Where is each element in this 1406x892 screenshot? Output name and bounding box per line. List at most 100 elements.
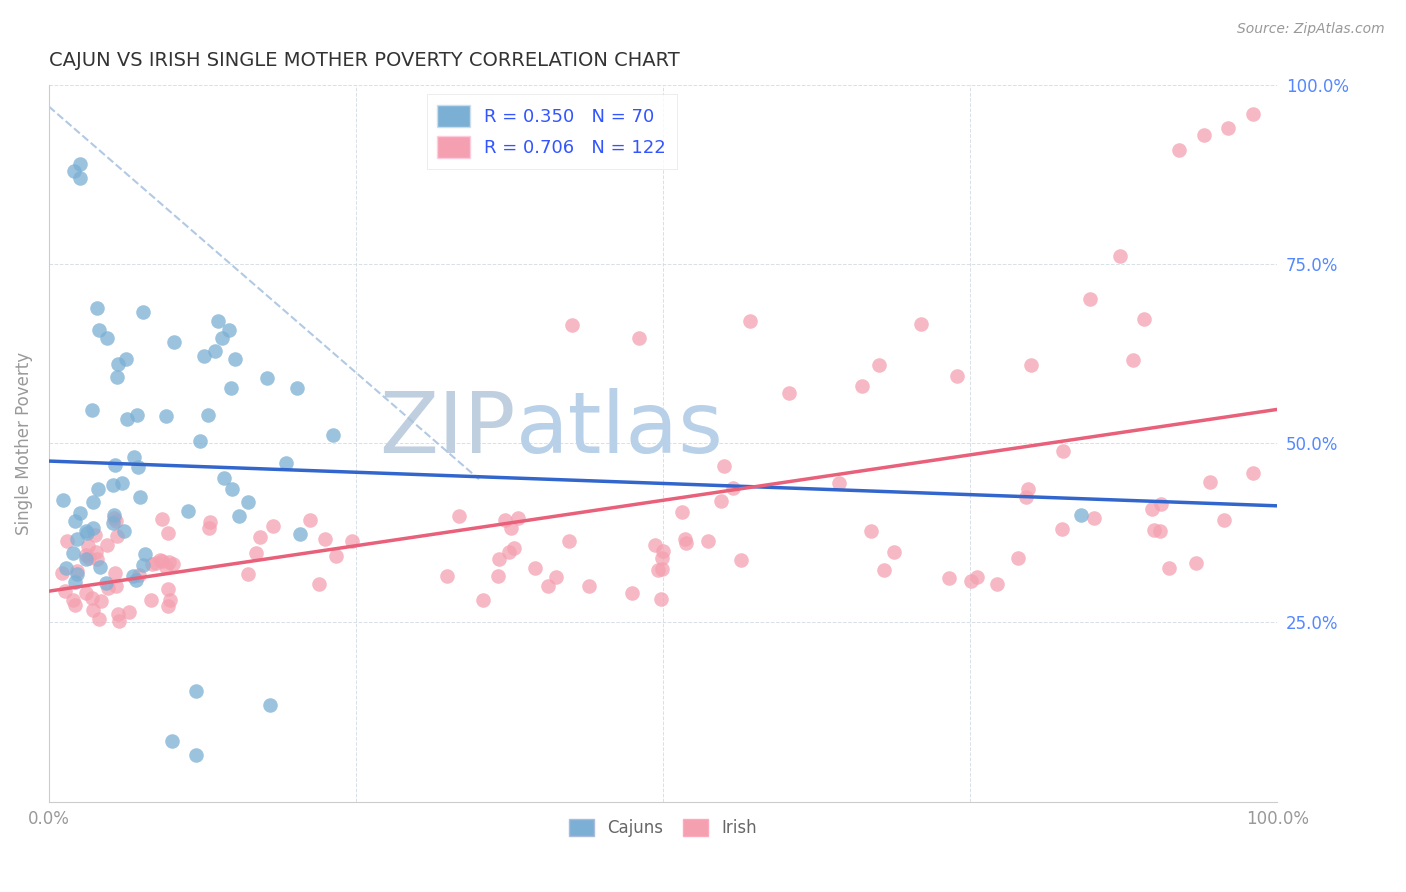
Point: [90, 594, 112, 608]
Point: [851, 379, 873, 393]
Point: [938, 571, 960, 585]
Point: [651, 562, 673, 576]
Point: [986, 577, 1008, 591]
Point: [628, 331, 651, 345]
Point: [66, 566, 89, 581]
Point: [118, 605, 141, 619]
Point: [494, 513, 516, 527]
Point: [650, 550, 672, 565]
Point: [236, 566, 259, 581]
Point: [76, 539, 98, 553]
Point: [77, 551, 100, 566]
Point: [104, 566, 127, 581]
Point: [1199, 475, 1222, 489]
Point: [1192, 128, 1215, 143]
Point: [87, 482, 110, 496]
Point: [75, 524, 97, 538]
Point: [132, 305, 155, 319]
Point: [697, 534, 720, 549]
Point: [150, 512, 173, 526]
Point: [1241, 466, 1264, 480]
Point: [80, 591, 103, 606]
Point: [114, 351, 136, 366]
Point: [69, 171, 91, 186]
Point: [87, 612, 110, 626]
Point: [132, 558, 155, 573]
Point: [486, 568, 509, 582]
Point: [713, 458, 735, 473]
Point: [162, 557, 184, 571]
Point: [188, 434, 211, 448]
Point: [163, 335, 186, 350]
Point: [1168, 143, 1191, 157]
Legend: Cajuns, Irish: Cajuns, Irish: [562, 812, 763, 844]
Point: [652, 544, 675, 558]
Point: [828, 476, 851, 491]
Point: [314, 532, 336, 546]
Point: [224, 351, 246, 366]
Point: [488, 551, 510, 566]
Point: [1083, 511, 1105, 525]
Point: [1052, 522, 1074, 536]
Point: [868, 358, 890, 372]
Point: [157, 555, 180, 569]
Point: [63, 574, 86, 589]
Point: [503, 541, 526, 555]
Point: [1213, 513, 1236, 527]
Point: [238, 494, 260, 508]
Point: [125, 408, 148, 422]
Point: [101, 516, 124, 530]
Point: [104, 458, 127, 472]
Point: [274, 456, 297, 470]
Text: Source: ZipAtlas.com: Source: ZipAtlas.com: [1237, 22, 1385, 37]
Point: [873, 563, 896, 577]
Point: [76, 526, 98, 541]
Point: [63, 514, 86, 528]
Point: [249, 530, 271, 544]
Point: [675, 535, 697, 549]
Point: [87, 323, 110, 337]
Point: [340, 533, 363, 548]
Point: [75, 585, 97, 599]
Point: [97, 581, 120, 595]
Point: [63, 598, 86, 612]
Point: [107, 614, 129, 628]
Point: [1017, 482, 1039, 496]
Point: [1132, 311, 1154, 326]
Point: [1142, 523, 1164, 537]
Text: atlas: atlas: [516, 387, 724, 470]
Point: [537, 579, 560, 593]
Point: [89, 559, 111, 574]
Point: [207, 314, 229, 328]
Point: [69, 157, 91, 171]
Point: [228, 509, 250, 524]
Point: [145, 557, 167, 571]
Point: [299, 514, 322, 528]
Point: [524, 561, 547, 575]
Point: [83, 528, 105, 542]
Point: [710, 494, 733, 508]
Point: [96, 538, 118, 552]
Point: [112, 524, 135, 539]
Point: [155, 409, 177, 424]
Point: [730, 553, 752, 567]
Point: [134, 547, 156, 561]
Point: [128, 490, 150, 504]
Point: [436, 568, 458, 582]
Point: [221, 381, 243, 395]
Point: [128, 567, 150, 582]
Point: [778, 386, 800, 401]
Point: [259, 698, 281, 712]
Y-axis label: Single Mother Poverty: Single Mother Poverty: [15, 351, 32, 535]
Point: [127, 459, 149, 474]
Point: [55, 561, 77, 575]
Point: [176, 504, 198, 518]
Point: [1015, 490, 1038, 504]
Point: [52, 492, 75, 507]
Point: [159, 593, 181, 607]
Point: [1108, 248, 1130, 262]
Point: [1241, 107, 1264, 121]
Point: [1157, 561, 1180, 575]
Point: [211, 331, 233, 345]
Point: [1150, 497, 1173, 511]
